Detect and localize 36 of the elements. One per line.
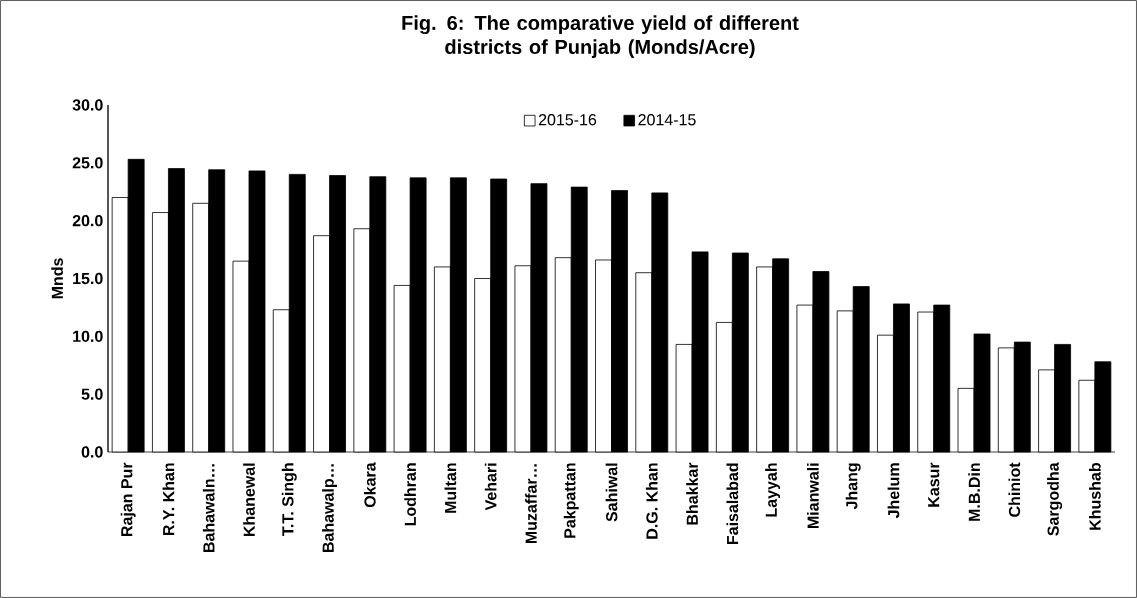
y-tick-label: 20.0 <box>72 215 103 227</box>
x-tick-label: Chiniot <box>1008 462 1021 517</box>
y-tick-label: 10.0 <box>73 330 103 342</box>
y-axis-title: Mnds <box>51 258 63 299</box>
legend-label: 2015-16 <box>538 114 597 126</box>
x-tick-label: R.Y. Khan <box>162 463 175 536</box>
x-tick-label: Layyah <box>765 463 781 517</box>
x-tick-label: Jhang <box>845 463 861 510</box>
legend-label: 2014-15 <box>638 114 696 126</box>
x-tick-label: Bahawaln… <box>202 464 215 553</box>
x-tick-label: Mianwali <box>807 463 819 528</box>
x-tick-label: Pakpattan <box>563 463 579 538</box>
x-tick-label: Vehari <box>484 463 497 511</box>
x-tick-label: Lodhran <box>404 463 416 526</box>
x-tick-label: T.T. Singh <box>281 463 297 536</box>
x-tick-label: M.B.Din <box>968 463 980 521</box>
chart-title: Fig. 6: The comparative yield of different districts of Punjab (Monds/Acre) <box>402 15 799 58</box>
y-tick-label: 5.0 <box>81 388 103 400</box>
x-tick-label: D.G. Khan <box>645 463 658 539</box>
x-tick-label: Muzaffar… <box>525 464 537 544</box>
x-tick-label: Bahawalp… <box>322 464 338 553</box>
x-tick-label: Faisalabad <box>726 463 739 545</box>
x-tick-label: Sargodha <box>1047 462 1063 536</box>
x-tick-label: Sahiwal <box>605 463 618 522</box>
x-tick-label: Multan <box>444 463 457 513</box>
x-tick-label: Bhakkar <box>686 462 698 525</box>
y-tick-label: 15.0 <box>73 272 103 285</box>
x-tick-label: Okara <box>363 462 376 508</box>
y-tick-label: 25.0 <box>72 157 103 169</box>
y-tick-label: 0.0 <box>81 446 103 458</box>
x-tick-label: Jhelum <box>887 463 900 519</box>
y-tick-label: 30.0 <box>72 99 103 111</box>
x-tick-label: Khanewal <box>243 463 255 537</box>
x-tick-label: Khushab <box>1089 463 1101 530</box>
x-tick-label: Kasur <box>928 462 940 507</box>
x-tick-label: Rajan Pur <box>120 462 136 537</box>
